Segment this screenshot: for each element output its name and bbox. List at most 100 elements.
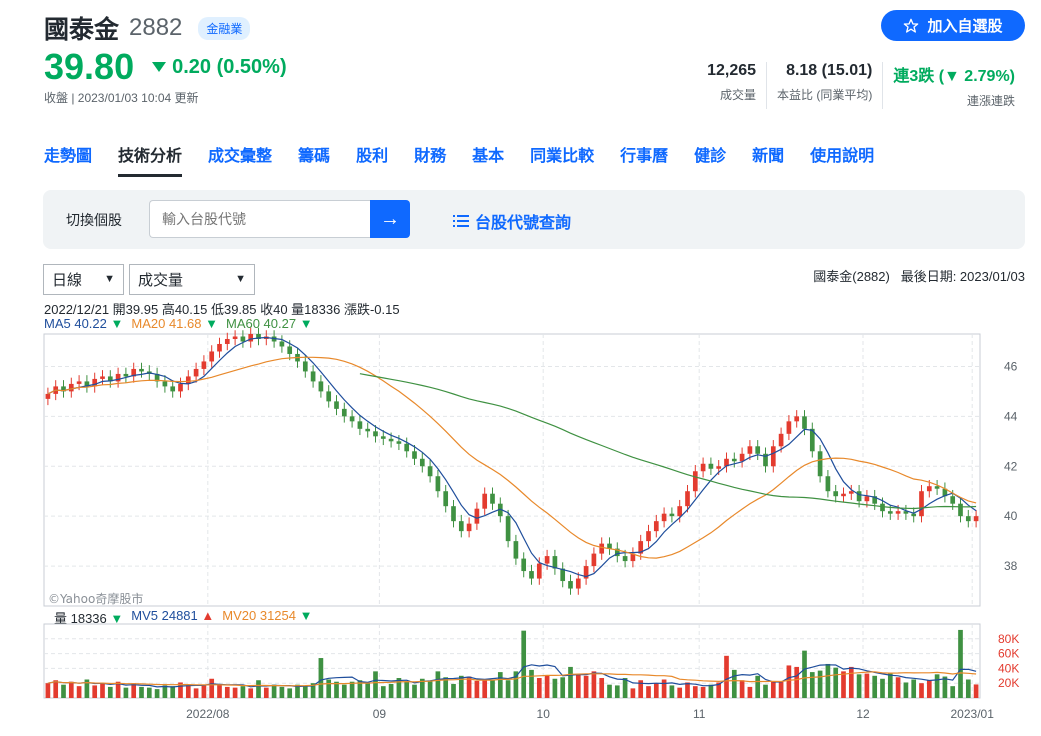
candle-body [786,421,792,434]
stat-label: 本益比 (同業平均) [777,88,873,102]
volume-bar [458,675,464,698]
candle-body [599,543,605,554]
candle-body [232,336,238,339]
volume-bar [700,686,706,698]
industry-badge[interactable]: 金融業 [198,16,251,40]
mv20-dir: ▼ [299,608,313,623]
volume-legend: 量 18336 ▼ MV5 24881 ▲ MV20 31254 ▼ [54,608,313,627]
candle-body [318,381,324,392]
tab-dividend[interactable]: 股利 [356,148,389,165]
tab-finance[interactable]: 財務 [414,148,447,165]
candle-body [653,521,659,532]
watermark: ©Yahoo奇摩股市 [48,591,143,606]
volume-bar [763,684,768,698]
volume-tick-label: 80K [998,632,1019,646]
candle-body [474,508,480,524]
ma20-dir: ▼ [205,316,218,331]
volume-bar [341,684,347,698]
volume-bar [427,680,433,698]
ma5-dir: ▼ [110,316,124,331]
candle-body [942,488,948,497]
mv20-line [47,671,977,687]
volume-bar [864,673,870,698]
tab-calendar[interactable]: 行事曆 [620,148,669,165]
stats-panel: 12,265 成交量 8.18 (15.01) 本益比 (同業平均) 連3跌 (… [697,62,1025,109]
search-submit-button[interactable]: → [370,200,410,238]
mv5-value: MV5 24881 [131,608,198,623]
tab-chips[interactable]: 籌碼 [298,148,331,165]
candle-body [373,431,378,437]
volume-bar [708,684,714,698]
tab-trades[interactable]: 成交彙整 [208,148,273,165]
tab-help[interactable]: 使用說明 [810,148,875,165]
candle-body [911,513,917,517]
stat-label: 成交量 [720,88,757,102]
volume-bar [357,680,363,698]
candle-body [708,463,714,469]
candle-body [591,553,597,567]
tab-trend[interactable]: 走勢圖 [44,148,93,165]
volume-bar [466,676,472,698]
stock-code: 2882 [129,14,183,41]
candle-body [68,383,74,392]
volume-bar [107,686,113,698]
candle-body [880,503,885,512]
volume-bar [162,685,168,698]
candle-body [490,493,495,504]
candle-body [934,486,940,489]
chart-header: 國泰金(2882) 最後日期: 2023/01/03 [813,266,1025,285]
price-change: 0.20 (0.50%) [152,56,287,79]
tab-peer-compare[interactable]: 同業比較 [530,148,595,165]
candle-body [427,466,433,477]
volume-bar [926,680,932,698]
candle-body [568,581,573,589]
candle-body [178,383,183,392]
candle-body [341,408,347,417]
volume-bar [950,686,956,698]
tab-technical[interactable]: 技術分析 [118,142,183,177]
candle-body [677,506,683,517]
volume-bar [747,686,753,698]
period-value: 日線 [52,272,83,289]
stock-code-input[interactable] [149,200,371,238]
volume-bar [443,677,449,698]
price-tick-label: 38 [1004,559,1018,573]
indicator-select[interactable]: 成交量 ▼ [129,264,255,295]
ohlc-readout: 2022/12/21 開39.95 高40.15 低39.85 收40 量183… [44,302,400,317]
candle-body [856,491,862,502]
volume-bar [958,629,963,698]
volume-bar [318,658,324,698]
volume-bar [841,671,846,698]
tab-health[interactable]: 健診 [694,148,727,165]
volume-bar [178,682,183,698]
star-icon [904,18,919,33]
quote-row: 39.80 0.20 (0.50%) [44,46,287,88]
x-tick-label: 2023/01 [951,707,995,721]
tab-news[interactable]: 新聞 [752,148,785,165]
volume-bar [302,686,308,698]
price-tick-label: 44 [1004,409,1018,423]
volume-bar [638,680,644,698]
candle-body [692,471,698,492]
candle-body [365,428,371,432]
volume-bar [661,679,667,698]
add-watchlist-button[interactable]: 加入自選股 [881,10,1025,41]
candle-body [115,373,121,382]
volume-bar [279,686,285,698]
tab-basic[interactable]: 基本 [472,148,505,165]
candle-body [583,566,589,579]
period-select[interactable]: 日線 ▼ [43,264,124,295]
volume-bar [482,679,488,698]
volume-bar [334,681,339,698]
price-tick-label: 40 [1004,509,1018,523]
candle-body [630,553,636,562]
candle-body [310,371,316,382]
volume-bar [872,675,878,698]
volume-bar [193,688,199,698]
candle-body [162,381,168,387]
volume-bar [622,678,628,698]
volume-bar [802,650,807,698]
code-lookup-link[interactable]: 台股代號查詢 [453,209,571,233]
ma60-line [359,373,977,510]
